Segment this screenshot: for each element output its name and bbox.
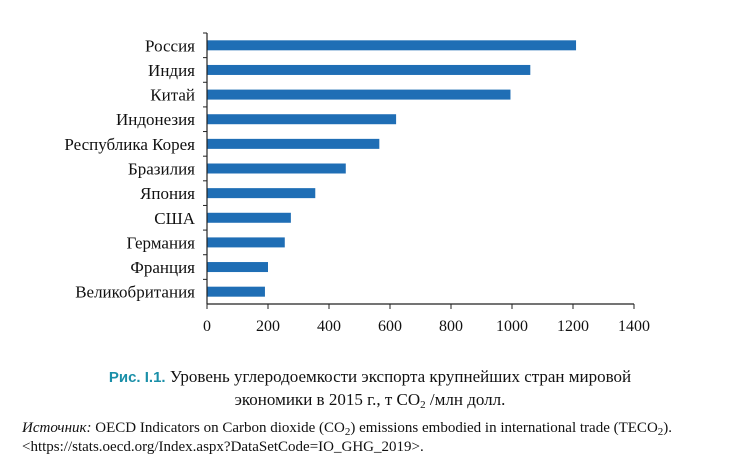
caption-subscript: 2: [420, 399, 426, 411]
x-tick-label: 200: [256, 318, 280, 335]
bar-7: [207, 212, 291, 223]
category-label: Республика Корея: [64, 135, 195, 154]
x-tick-label: 800: [439, 318, 463, 335]
category-labels: Россия Индия Китай Индонезия Республика Коре…: [64, 32, 207, 302]
bar-9: [207, 262, 268, 273]
source-note: Источник: OECD Indicators on Carbon diox…: [22, 419, 722, 457]
category-label: Китай: [150, 86, 195, 105]
source-text-1: OECD Indicators on Carbon dioxide (CO: [91, 420, 345, 436]
category-label: Бразилия: [128, 160, 195, 179]
caption-line-2-end: /млн долл.: [425, 390, 506, 409]
category-label: Франция: [130, 258, 195, 277]
bar-chart: Россия Индия Китай Индонезия Республика Коре…: [64, 32, 650, 335]
x-tick-label: 600: [378, 318, 402, 335]
x-ticks: 0 200 400 600 800 1000 1200 1400: [203, 304, 650, 335]
bar-1: [207, 64, 531, 75]
bar-3: [207, 114, 397, 125]
x-tick-label: 1400: [618, 318, 650, 335]
x-tick-label: 1200: [557, 318, 589, 335]
category-label: Индонезия: [116, 110, 195, 129]
bar-2: [207, 89, 511, 100]
bar-8: [207, 237, 285, 248]
bars-group: [207, 40, 577, 297]
category-label: Япония: [140, 184, 195, 203]
x-tick-label: 400: [317, 318, 341, 335]
x-tick-label: 1000: [496, 318, 528, 335]
category-label: Индия: [148, 61, 195, 80]
bar-10: [207, 286, 265, 297]
source-text-3: ). <https://stats.oecd.org/Index.aspx?Da…: [22, 420, 673, 455]
bar-0: [207, 40, 577, 51]
figure-label: Рис. I.1.: [108, 369, 166, 386]
x-tick-label: 0: [203, 318, 211, 335]
source-text-2: ) emissions embodied in international tr…: [350, 420, 658, 436]
category-label: Германия: [126, 233, 195, 252]
category-label: США: [154, 209, 195, 228]
source-label: Источник:: [22, 420, 92, 436]
caption-line-2: экономики в 2015 г., т СО: [234, 390, 421, 409]
caption-line-1: Уровень углеродоемкости экспорта крупней…: [165, 367, 632, 386]
figure-caption: Рис. I.1. Уровень углеродоемкости экспор…: [50, 366, 690, 411]
bar-4: [207, 138, 380, 149]
bar-5: [207, 163, 346, 174]
bar-6: [207, 188, 316, 199]
source-subscript-2: 2: [657, 426, 664, 438]
source-subscript-1: 2: [344, 426, 351, 438]
category-label: Великобритания: [75, 283, 195, 302]
category-label: Россия: [145, 36, 195, 55]
